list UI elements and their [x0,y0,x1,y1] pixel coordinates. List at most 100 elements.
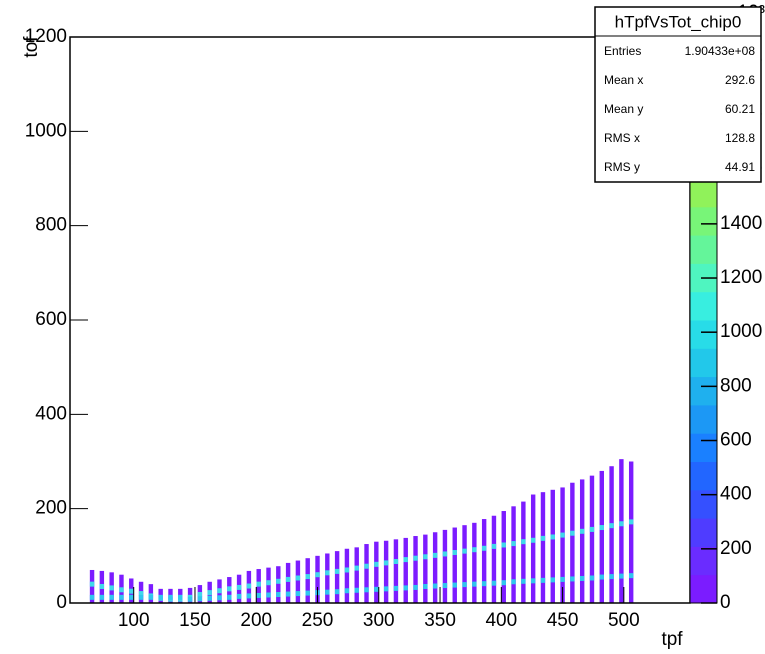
column-cell [413,536,418,603]
column-cell [619,459,624,603]
lower-band-cell [89,594,95,600]
lower-band-cell [442,583,448,589]
lower-band-cell [178,594,183,600]
column-cell [354,547,359,603]
column-cell [374,541,379,603]
palette-band [690,574,717,604]
upper-band-cell [266,580,271,586]
palette-band [690,376,717,406]
lower-band-cell [158,594,163,600]
y-tick-label: 1200 [25,26,67,47]
upper-band-cell [354,565,359,571]
upper-band-cell [462,548,467,554]
upper-band-cell [481,545,487,551]
column-cell [599,470,604,603]
upper-band-cell [138,591,144,597]
column-cell [511,506,516,603]
lower-band-cell [168,594,173,600]
column-cell [491,515,497,603]
upper-band-cell [344,567,350,573]
lower-band-cell [246,593,252,599]
palette-band [690,235,717,264]
x-tick-label: 400 [485,610,517,631]
upper-band-cell [364,563,369,569]
stats-value: 128.8 [725,131,755,145]
upper-band-cell [393,558,399,564]
z-tick-label: 0 [720,592,731,613]
z-tick-label: 1200 [720,267,762,288]
upper-band-cell [197,592,203,598]
lower-band-cell [374,586,379,592]
upper-band-cell [119,587,124,593]
palette-band [690,291,717,321]
lower-band-cell [550,577,555,583]
lower-band-cell [334,589,340,595]
stats-label: Mean y [604,102,643,116]
column-cell [344,548,350,603]
upper-band-cell [432,552,438,558]
upper-band-cell [530,537,536,543]
lower-band-cell [109,594,114,600]
lower-band-cell [619,573,624,579]
lower-band-cell [383,586,389,592]
palette-band [690,178,717,208]
upper-band-cell [619,521,624,527]
column-cell [432,532,438,603]
lower-band-cell [472,581,477,587]
palette-band [690,320,717,349]
upper-band-cell [129,588,134,594]
upper-band-cell [599,525,604,531]
lower-band-cell [501,580,506,586]
lower-band-cell [432,583,438,589]
lower-band-cell [579,575,585,581]
upper-band-cell [383,560,389,566]
lower-band-cell [413,584,418,590]
column-cell [442,529,448,603]
lower-band-cell [344,588,350,594]
lower-band-cell [589,575,595,581]
lower-band-cell [403,585,408,591]
column-cell [628,461,634,603]
column-cell [609,466,614,603]
y-tick-label: 800 [35,215,67,236]
column-cell [393,539,399,603]
stats-label: RMS y [604,160,640,174]
lower-band-cell [570,576,575,582]
palette-band [690,206,717,236]
lower-band-cell [256,592,261,598]
lower-band-cell [491,580,497,586]
palette-band [690,348,717,378]
lower-band-cell [217,595,222,601]
stats-label: RMS x [604,131,640,145]
y-tick-label: 0 [56,592,67,613]
column-cell [276,566,281,603]
upper-band-cell [256,581,261,587]
column-cell [452,527,457,603]
upper-band-cell [609,523,614,529]
lower-band-cell [138,594,144,600]
palette-band [690,518,717,547]
upper-band-cell [511,541,516,547]
z-tick-label: 400 [720,484,752,505]
upper-band-cell [89,581,95,587]
lower-band-cell [207,595,212,601]
column-cell [403,537,408,603]
x-tick-label: 250 [302,610,334,631]
upper-band-cell [472,547,477,553]
upper-band-cell [315,572,320,578]
upper-band-cell [227,586,232,592]
lower-band-cell [148,594,154,600]
lower-band-cell [423,583,428,589]
column-cell [295,560,301,603]
stats-value: 1.90433e+08 [685,44,756,58]
z-tick-label: 800 [720,375,752,396]
lower-band-cell [236,593,242,599]
lower-band-cell [521,578,526,584]
upper-band-cell [285,576,291,582]
y-tick-label: 600 [35,309,67,330]
column-cell [266,567,271,603]
column-cell [589,475,595,603]
y-axis-title: tof [21,36,42,58]
upper-band-cell [413,555,418,561]
stats-label: Mean x [604,73,643,87]
